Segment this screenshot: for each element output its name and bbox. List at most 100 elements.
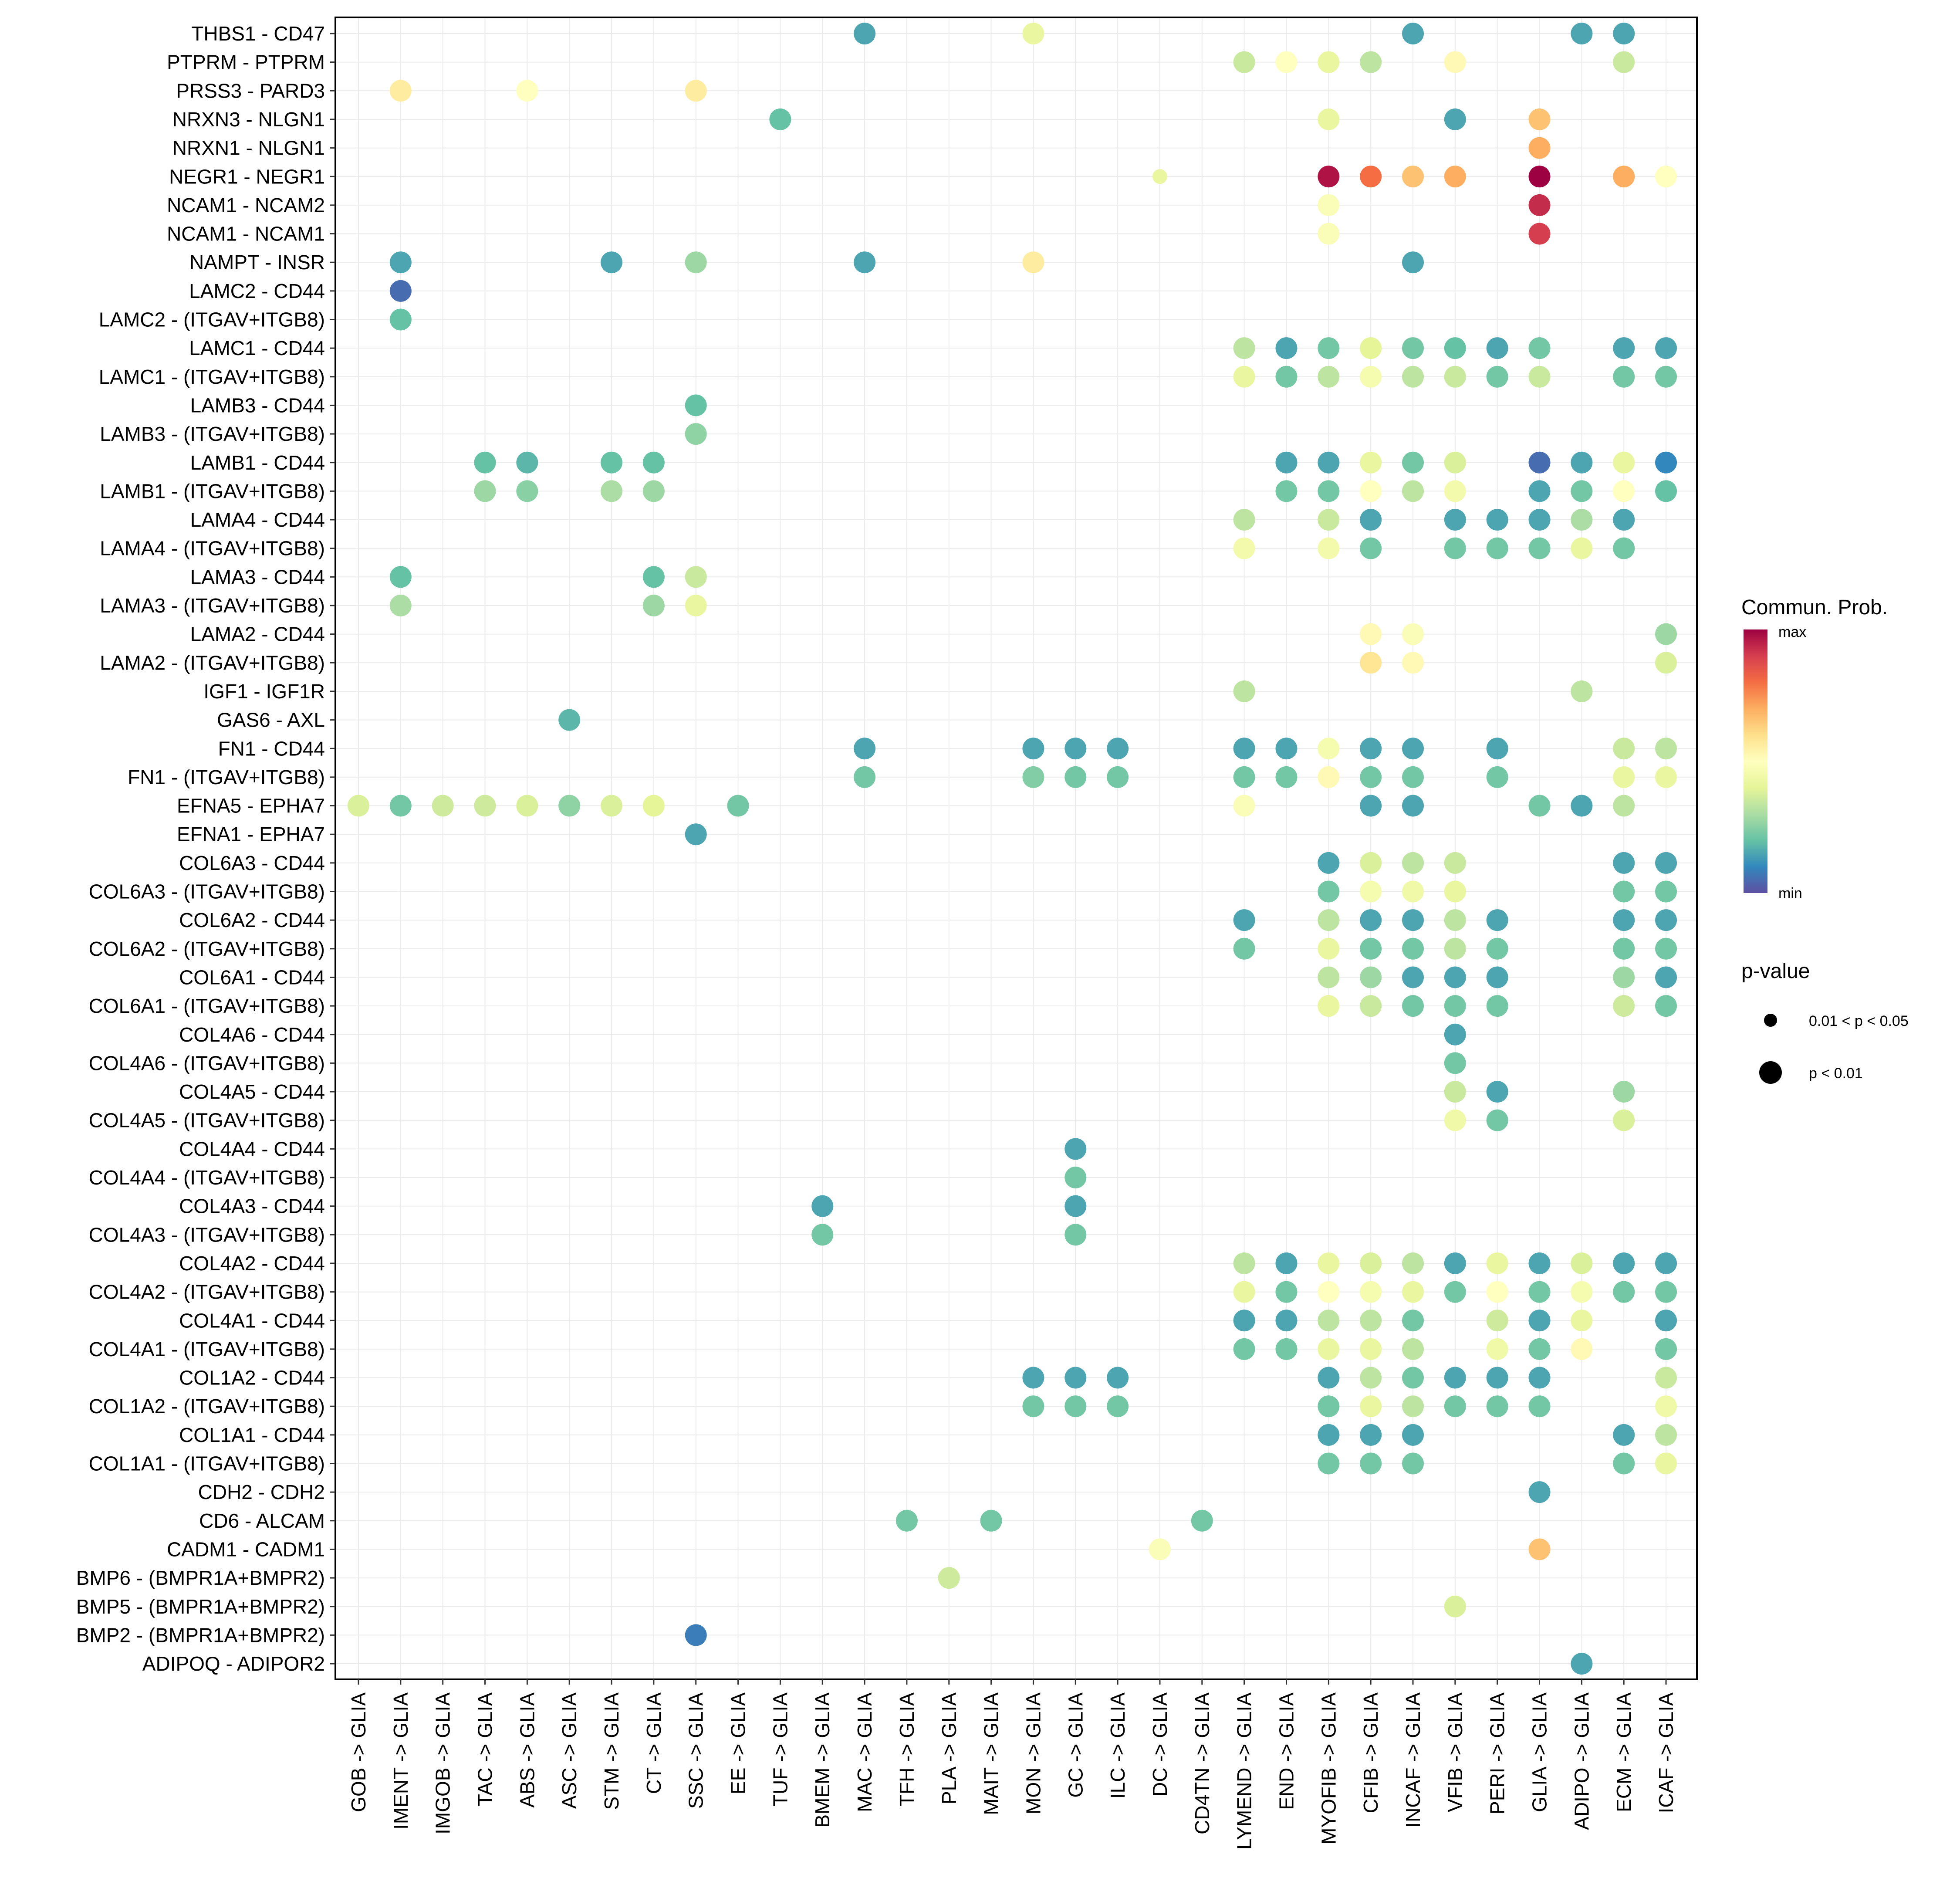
data-point: [1402, 1395, 1424, 1418]
data-point: [1318, 966, 1340, 988]
data-point: [558, 795, 581, 817]
data-point: [1275, 1310, 1298, 1332]
data-point: [1318, 108, 1340, 130]
y-tick-label: COL4A4 - (ITGAV+ITGB8): [89, 1166, 325, 1189]
data-point: [1402, 1367, 1424, 1389]
data-point: [1613, 166, 1635, 188]
data-point: [601, 795, 623, 817]
data-point: [1444, 937, 1466, 960]
x-tick-label: DC -> GLIA: [1149, 1692, 1171, 1797]
x-tick-label: MON -> GLIA: [1022, 1692, 1044, 1814]
data-point: [1233, 537, 1255, 559]
data-point: [642, 795, 665, 817]
data-point: [1613, 880, 1635, 903]
panel-border: [335, 17, 1698, 1680]
data-point: [1655, 166, 1677, 188]
data-point: [1402, 937, 1424, 960]
data-point: [1528, 365, 1551, 388]
data-point: [389, 280, 412, 302]
y-tick-label: LAMB1 - (ITGAV+ITGB8): [100, 480, 325, 502]
data-point: [1318, 738, 1340, 760]
y-tick-label: LAMA2 - (ITGAV+ITGB8): [100, 651, 325, 674]
data-point: [1613, 795, 1635, 817]
data-point: [1444, 108, 1466, 130]
x-tick-label: SSC -> GLIA: [685, 1692, 707, 1809]
x-tick-label: ICAF -> GLIA: [1655, 1692, 1677, 1814]
x-tick-label: STM -> GLIA: [600, 1692, 623, 1810]
y-tick-label: NAMPT - INSR: [189, 251, 325, 274]
data-point: [854, 251, 876, 274]
data-point: [1571, 795, 1593, 817]
data-point: [348, 795, 369, 817]
data-point: [1528, 1481, 1551, 1503]
data-point: [601, 480, 623, 502]
y-tick-label: COL6A1 - (ITGAV+ITGB8): [89, 995, 325, 1017]
data-point: [1360, 1424, 1382, 1446]
data-point: [1486, 1395, 1508, 1418]
data-point: [1528, 166, 1551, 188]
data-point: [1655, 1338, 1677, 1360]
data-point: [1528, 137, 1551, 159]
data-point: [1233, 680, 1255, 702]
data-point: [1444, 480, 1466, 502]
data-point: [1360, 1252, 1382, 1274]
data-point: [1152, 169, 1167, 184]
data-point: [1360, 1367, 1382, 1389]
data-point: [1402, 337, 1424, 359]
data-point: [1486, 995, 1508, 1017]
data-point: [1107, 738, 1129, 760]
data-point: [1064, 766, 1087, 788]
data-point: [1528, 1538, 1551, 1560]
data-point: [1318, 1424, 1340, 1446]
y-tick-label: LAMB1 - CD44: [190, 451, 325, 474]
data-point: [1402, 623, 1424, 645]
data-point: [1360, 337, 1382, 359]
data-point: [1107, 1395, 1129, 1418]
data-point: [1275, 451, 1298, 474]
size-legend-large-dot: [1759, 1061, 1782, 1084]
y-tick-label: LAMC2 - (ITGAV+ITGB8): [99, 308, 325, 331]
data-point: [1360, 1452, 1382, 1475]
data-point: [1444, 537, 1466, 559]
data-point: [1486, 1109, 1508, 1131]
x-tick-label: GLIA -> GLIA: [1528, 1692, 1551, 1812]
data-point: [1486, 1081, 1508, 1103]
data-point: [1486, 766, 1508, 788]
y-tick-label: COL4A5 - (ITGAV+ITGB8): [89, 1109, 325, 1132]
data-point: [1655, 1310, 1677, 1332]
data-point: [1402, 166, 1424, 188]
data-point: [601, 251, 623, 274]
y-tick-label: BMP6 - (BMPR1A+BMPR2): [76, 1567, 325, 1589]
data-point: [980, 1509, 1002, 1532]
data-point: [1613, 337, 1635, 359]
data-point: [1528, 1310, 1551, 1332]
y-tick-label: COL4A6 - (ITGAV+ITGB8): [89, 1052, 325, 1074]
data-point: [1571, 509, 1593, 531]
data-point: [1318, 451, 1340, 474]
x-tick-label: CFIB -> GLIA: [1359, 1692, 1382, 1814]
data-point: [1613, 966, 1635, 988]
data-point: [1528, 223, 1551, 245]
data-point: [1613, 51, 1635, 73]
data-point: [1655, 1395, 1677, 1418]
x-tick-label: VFIB -> GLIA: [1444, 1692, 1467, 1812]
data-point: [1318, 1452, 1340, 1475]
x-tick-label: END -> GLIA: [1275, 1692, 1298, 1810]
data-point: [685, 394, 707, 416]
data-point: [1360, 537, 1382, 559]
data-point: [1191, 1509, 1213, 1532]
data-point: [1613, 909, 1635, 931]
data-point: [1655, 1252, 1677, 1274]
y-tick-label: LAMC1 - (ITGAV+ITGB8): [99, 365, 325, 388]
data-point: [1444, 1109, 1466, 1131]
x-tick-label: TFH -> GLIA: [896, 1692, 918, 1807]
data-point: [1318, 1338, 1340, 1360]
data-point: [1571, 1653, 1593, 1675]
data-point: [1655, 1424, 1677, 1446]
y-tick-label: COL1A2 - (ITGAV+ITGB8): [89, 1395, 325, 1418]
data-point: [1613, 1109, 1635, 1131]
data-point: [1528, 451, 1551, 474]
data-point: [1444, 966, 1466, 988]
data-point: [1444, 1252, 1466, 1274]
data-point: [1571, 451, 1593, 474]
